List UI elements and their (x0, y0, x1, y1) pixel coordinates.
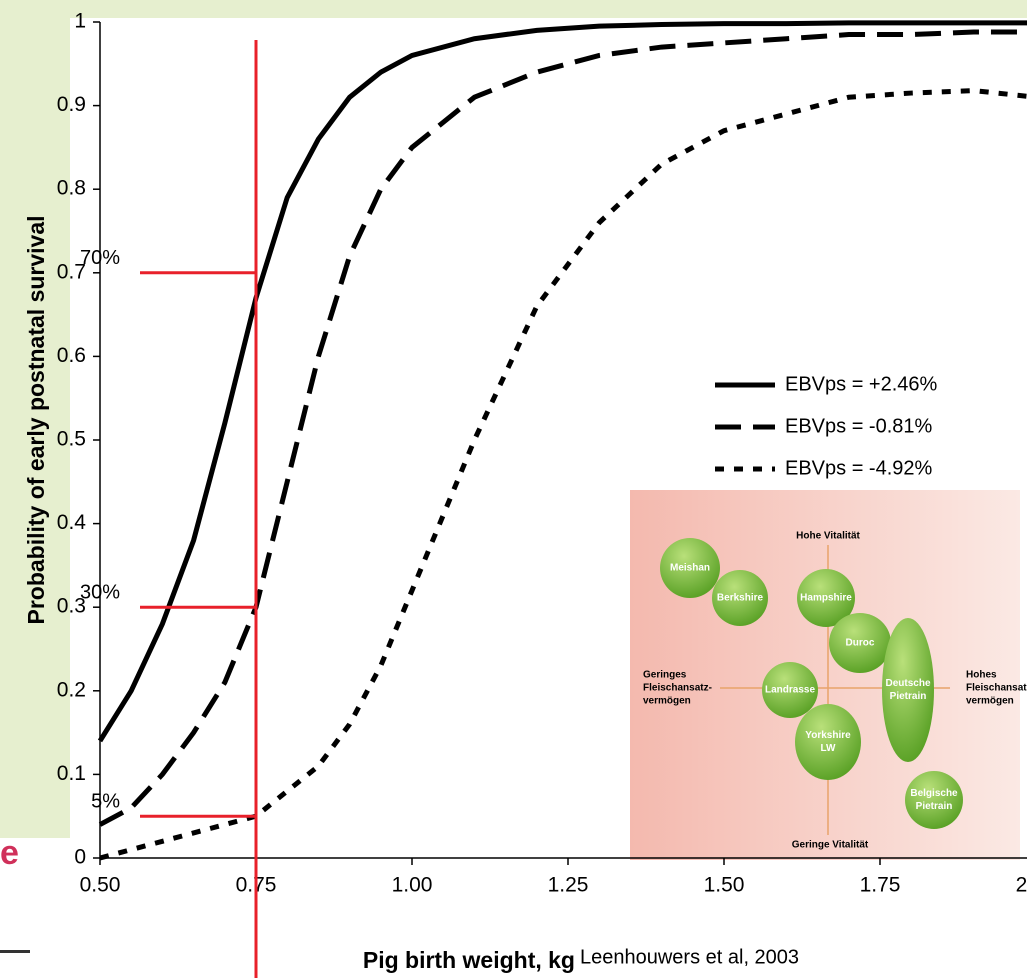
series-line (99, 88, 1027, 861)
breed-label: Pietrain (890, 691, 927, 702)
x-axis-label: Pig birth weight, kg (363, 947, 575, 973)
breed-bubble (882, 618, 934, 762)
y-tick-label: 0.7 (57, 260, 86, 283)
x-tick-label: 1.25 (548, 874, 589, 897)
x-tick-label: 1.00 (392, 874, 433, 897)
y-tick-label: 0.1 (57, 762, 86, 785)
logo-fragment: e (0, 834, 19, 872)
inset-label: vermögen (966, 696, 1014, 707)
breed-bubble (660, 538, 720, 598)
breed-label: Berkshire (717, 593, 764, 604)
y-tick-label: 0.8 (57, 177, 86, 200)
slide-panel (0, 0, 70, 838)
source: Leenhouwers et al, 2003 (580, 946, 799, 968)
y-tick-label: 0.9 (57, 93, 86, 116)
annotation-label: 70% (80, 247, 120, 269)
inset-label: Hohes (966, 670, 997, 681)
breed-label: Pietrain (916, 801, 953, 812)
legend-label: EBVps = -4.92% (785, 457, 933, 479)
breed-label: Meishan (670, 563, 710, 574)
y-tick-label: 0.5 (57, 428, 86, 451)
annotation-label: 5% (91, 790, 120, 812)
series-line (98, 29, 1027, 827)
x-tick-label: 2.00 (1016, 874, 1027, 897)
inset-label: Geringe Vitalität (792, 840, 869, 851)
annotation-label: 30% (80, 581, 120, 603)
inset-label: Fleischansatz- (643, 683, 712, 694)
slide-band (0, 0, 1027, 18)
y-tick-label: 0.4 (57, 511, 87, 534)
breed-label: Landrasse (765, 685, 815, 696)
y-tick-label: 0.6 (57, 344, 86, 367)
y-tick-label: 0.3 (57, 595, 86, 618)
inset-label: Hohe Vitalität (796, 531, 860, 542)
y-tick-label: 1 (74, 10, 86, 33)
inset-diagram: Hohe Vitalität Geringe Vitalität Geringes F… (630, 490, 1027, 860)
breed-bubble (795, 704, 861, 780)
breed-bubble (797, 569, 855, 627)
inset-label: Geringes (643, 670, 687, 681)
breed-bubble (829, 613, 891, 673)
breed-bubble (905, 771, 963, 829)
breed-label: LW (821, 743, 837, 754)
breed-label: Belgische (910, 788, 958, 799)
inset-label: Fleischansatz- (966, 683, 1027, 694)
slide-rule (0, 950, 30, 953)
breed-bubble (762, 662, 818, 718)
legend-label: EBVps = -0.81% (785, 415, 933, 437)
x-tick-label: 0.50 (80, 874, 121, 897)
x-tick-label: 1.75 (860, 874, 901, 897)
legend-label: EBVps = +2.46% (785, 373, 938, 395)
x-tick-label: 1.50 (704, 874, 745, 897)
breed-label: Yorkshire (805, 730, 851, 741)
y-axis-label: Probability of early postnatal survival (23, 215, 49, 624)
breed-label: Deutsche (885, 678, 930, 689)
y-tick-label: 0.2 (57, 678, 86, 701)
plot: 00.10.20.30.40.50.60.70.80.910.500.751.0… (57, 10, 1027, 978)
series-line (97, 20, 1027, 743)
breed-bubble (712, 570, 768, 626)
breed-label: Duroc (846, 638, 875, 649)
inset-label: vermögen (643, 696, 691, 707)
y-tick-label: 0 (74, 846, 86, 869)
breed-label: Hampshire (800, 593, 852, 604)
